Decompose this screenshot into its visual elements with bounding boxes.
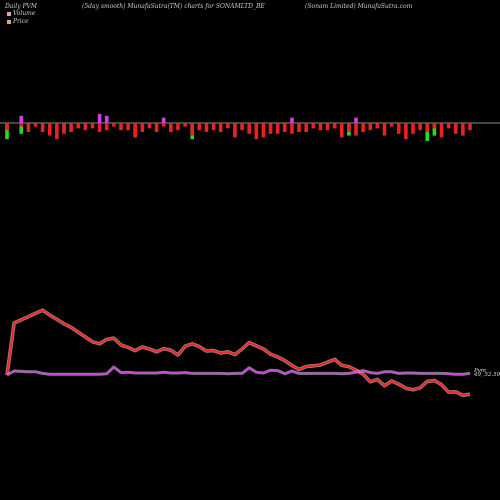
volume-bar-down — [268, 123, 273, 134]
legend-price: Price — [7, 18, 29, 25]
volume-bar-mixed — [97, 114, 102, 123]
volume-bar-down — [361, 123, 365, 132]
volume-bar-down — [339, 123, 344, 138]
volume-bar-down — [247, 123, 251, 134]
end-label-pvm: Pvm — [473, 368, 486, 374]
volume-bar-down — [133, 123, 138, 138]
volume-bar-down — [275, 123, 280, 134]
volume-bar-down — [190, 123, 194, 136]
volume-bar-down — [261, 123, 266, 138]
volume-bar-down — [112, 123, 116, 127]
volume-bar-down — [446, 123, 451, 129]
volume-bar-down — [83, 123, 88, 131]
volume-bar-down — [418, 123, 422, 131]
volume-bar-down — [354, 123, 358, 136]
volume-bar-down — [197, 123, 202, 131]
volume-bar-down — [119, 123, 123, 131]
volume-bar-down — [411, 123, 415, 134]
legend-price-swatch — [7, 19, 11, 24]
volume-bar-down — [325, 123, 330, 131]
volume-bar-mixed — [354, 117, 358, 123]
volume-bar-down — [19, 123, 24, 127]
volume-bar-down — [126, 123, 130, 131]
volume-bar-down — [304, 123, 308, 132]
volume-bar-down — [240, 123, 244, 131]
volume-bar-down — [76, 123, 81, 129]
volume-bar-down — [161, 123, 166, 127]
volume-bar-mixed — [161, 117, 166, 123]
legend-volume: Volume — [7, 10, 35, 17]
volume-bar-down — [468, 123, 472, 131]
volume-bar-down — [140, 123, 145, 132]
volume-bar-mixed — [19, 115, 24, 123]
chart-header-middle: (5day smooth) MunafaSutra(TM) charts for… — [82, 3, 265, 10]
pvm-line — [6, 366, 471, 376]
volume-bar-down — [97, 123, 102, 132]
volume-bar-down — [283, 123, 287, 132]
legend-volume-label: Volume — [13, 10, 36, 17]
volume-bar-down — [439, 123, 444, 138]
volume-bar-down — [375, 123, 380, 129]
volume-bar-down — [169, 123, 173, 132]
volume-bar-down — [33, 123, 38, 127]
price-line — [6, 309, 471, 397]
volume-bar-down — [254, 123, 259, 140]
volume-bar-down — [90, 123, 95, 129]
volume-bar-down — [204, 123, 209, 132]
chart-header-right: (Sonam Limited) MunafaSutra.com — [305, 3, 413, 10]
volume-bar-down — [332, 123, 337, 129]
volume-bar-mixed — [290, 117, 294, 123]
volume-bar-down — [453, 123, 458, 134]
volume-bar-down — [26, 123, 31, 132]
legend-price-label: Price — [13, 18, 29, 25]
volume-bar-down — [432, 123, 437, 129]
volume-bar-down — [318, 123, 323, 131]
end-label-values: 49, 52.59 — [473, 372, 500, 378]
volume-bar-down — [40, 123, 45, 132]
volume-bar-down — [183, 123, 187, 127]
volume-bar-down — [69, 123, 73, 132]
legend-volume-swatch — [7, 11, 11, 16]
volume-bar-down — [218, 123, 223, 132]
volume-bar-down — [347, 123, 351, 132]
volume-bar-down — [382, 123, 387, 136]
volume-bar-down — [47, 123, 52, 136]
volume-bar-down — [396, 123, 401, 134]
volume-bar-down — [389, 123, 394, 127]
volume-bar-up — [432, 123, 437, 136]
volume-bar-up — [5, 123, 9, 140]
volume-bar-down — [211, 123, 216, 131]
volume-bar-down — [147, 123, 152, 129]
volume-bar-down — [226, 123, 230, 129]
volume-bar-up — [19, 123, 24, 134]
volume-bar-down — [311, 123, 316, 129]
volume-bar-down — [290, 123, 294, 134]
volume-bar-down — [62, 123, 66, 134]
chart-header-left: Daily PVM — [5, 3, 38, 10]
volume-bar-down — [5, 123, 9, 131]
volume-bar-down — [233, 123, 237, 138]
volume-bar-down — [404, 123, 408, 140]
volume-bar-down — [176, 123, 180, 131]
volume-bar-down — [55, 123, 59, 140]
volume-bar-mixed — [104, 115, 109, 123]
volume-bar-down — [368, 123, 373, 131]
volume-bar-down — [297, 123, 301, 132]
volume-bar-down — [461, 123, 465, 136]
volume-bar-down — [104, 123, 109, 131]
volume-bar-down — [425, 123, 430, 132]
volume-bar-down — [154, 123, 159, 132]
